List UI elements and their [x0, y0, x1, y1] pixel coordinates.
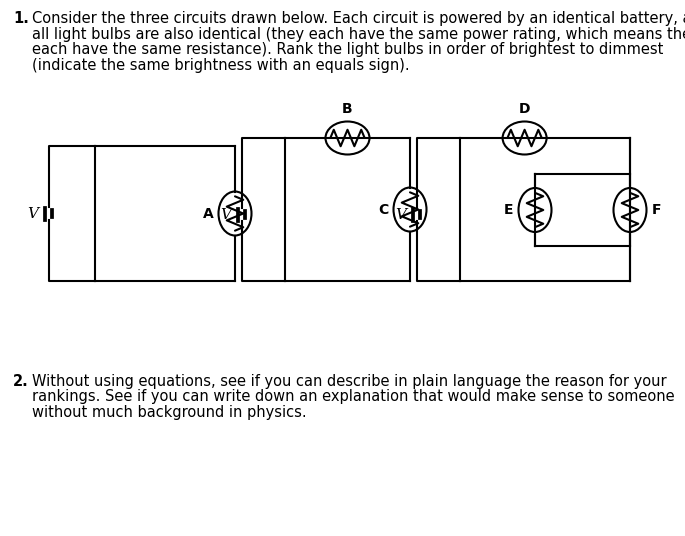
Text: V: V	[395, 207, 406, 221]
Text: E: E	[504, 203, 514, 217]
Text: V: V	[27, 206, 38, 220]
Text: without much background in physics.: without much background in physics.	[32, 405, 307, 420]
Text: D: D	[519, 101, 530, 115]
Text: A: A	[203, 206, 214, 220]
Text: rankings. See if you can write down an explanation that would make sense to some: rankings. See if you can write down an e…	[32, 390, 675, 405]
Text: B: B	[342, 101, 353, 115]
Text: Without using equations, see if you can describe in plain language the reason fo: Without using equations, see if you can …	[32, 374, 667, 389]
Text: each have the same resistance). Rank the light bulbs in order of brightest to di: each have the same resistance). Rank the…	[32, 42, 663, 57]
Text: F: F	[651, 203, 661, 217]
Text: all light bulbs are also identical (they each have the same power rating, which : all light bulbs are also identical (they…	[32, 26, 685, 41]
Text: V: V	[220, 207, 231, 221]
Text: 2.: 2.	[13, 374, 29, 389]
Text: Consider the three circuits drawn below. Each circuit is powered by an identical: Consider the three circuits drawn below.…	[32, 11, 685, 26]
Text: C: C	[378, 203, 388, 217]
Text: (indicate the same brightness with an equals sign).: (indicate the same brightness with an eq…	[32, 57, 410, 72]
Text: 1.: 1.	[13, 11, 29, 26]
